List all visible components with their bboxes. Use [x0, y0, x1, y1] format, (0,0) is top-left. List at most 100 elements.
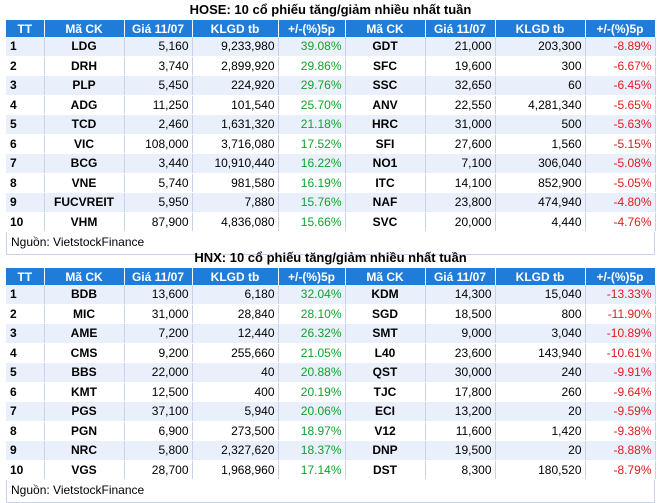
hose-cell-gainer-price: 5,740	[124, 173, 193, 193]
table-row: 6 KMT 12,500 400 20.19% TJC 17,800 260 -9.64%	[6, 382, 656, 402]
hose-cell-loser-change: -5.05%	[585, 173, 656, 193]
hnx-cell-loser-code: SMT	[345, 323, 426, 344]
hose-cell-loser-volume: 474,940	[495, 192, 586, 213]
hnx-cell-rank: 3	[6, 323, 45, 344]
table-row: 5 BBS 22,000 40 20.88% QST 30,000 240 -9.91%	[6, 362, 656, 383]
hnx-header-loser-change: +/-(%)5p	[585, 268, 656, 285]
hnx-cell-loser-code: DST	[345, 460, 426, 480]
hose-cell-rank: 2	[6, 56, 45, 76]
hose-cell-rank: 8	[6, 173, 45, 193]
hose-cell-loser-price: 27,600	[425, 134, 496, 154]
hose-cell-gainer-volume: 4,836,080	[192, 212, 279, 232]
hnx-cell-gainer-volume: 6,180	[192, 285, 279, 305]
hose-cell-loser-change: -5.65%	[585, 95, 656, 115]
hnx-cell-loser-price: 30,000	[425, 362, 496, 383]
hnx-section: HNX: 10 cổ phiếu tăng/giảm nhiều nhất tu…	[6, 248, 656, 503]
hose-cell-loser-change: -5.63%	[585, 114, 656, 135]
table-row: 4 ADG 11,250 101,540 25.70% ANV 22,550 4,281,34…	[6, 95, 656, 115]
hnx-cell-loser-code: KDM	[345, 285, 426, 305]
hnx-cell-loser-code: QST	[345, 362, 426, 383]
hose-cell-gainer-price: 3,440	[124, 153, 193, 174]
hnx-cell-gainer-volume: 40	[192, 362, 279, 383]
hnx-cell-loser-price: 8,300	[425, 460, 496, 480]
hnx-cell-gainer-code: AME	[44, 323, 125, 344]
hose-title: HOSE: 10 cổ phiếu tăng/giảm nhiều nhất t…	[189, 2, 472, 17]
hnx-cell-gainer-change: 20.06%	[278, 401, 346, 422]
hnx-cell-gainer-price: 9,200	[124, 343, 193, 363]
hose-cell-loser-code: NAF	[345, 192, 426, 213]
hose-cell-loser-code: SFI	[345, 134, 426, 154]
hnx-cell-gainer-code: CMS	[44, 343, 125, 363]
hose-cell-rank: 9	[6, 192, 45, 213]
hnx-cell-gainer-code: BBS	[44, 362, 125, 383]
hose-cell-gainer-price: 3,740	[124, 56, 193, 76]
hnx-cell-gainer-code: BDB	[44, 285, 125, 305]
hose-cell-gainer-code: LDG	[44, 37, 125, 57]
hose-header-gainer-volume: KLGD tb	[192, 20, 279, 37]
hnx-cell-loser-change: -9.59%	[585, 401, 656, 422]
hose-cell-loser-volume: 300	[495, 56, 586, 76]
hose-source-note: Nguồn: VietstockFinance	[6, 232, 655, 255]
hose-cell-gainer-volume: 3,716,080	[192, 134, 279, 154]
hnx-cell-loser-price: 19,500	[425, 440, 496, 461]
hose-cell-gainer-change: 29.76%	[278, 75, 346, 96]
hnx-cell-gainer-change: 18.97%	[278, 421, 346, 441]
hnx-cell-gainer-volume: 1,968,960	[192, 460, 279, 480]
table-row: 10 VGS 28,700 1,968,960 17.14% DST 8,300 180,52…	[6, 460, 656, 480]
hose-cell-rank: 7	[6, 153, 45, 174]
hose-cell-loser-change: -5.08%	[585, 153, 656, 174]
hose-cell-gainer-code: ADG	[44, 95, 125, 115]
hose-cell-loser-change: -8.89%	[585, 37, 656, 57]
hose-cell-loser-price: 22,550	[425, 95, 496, 115]
hnx-cell-loser-change: -10.89%	[585, 323, 656, 344]
hnx-cell-gainer-price: 6,900	[124, 421, 193, 441]
hose-header-loser-volume: KLGD tb	[495, 20, 586, 37]
hose-cell-gainer-price: 108,000	[124, 134, 193, 154]
hose-cell-gainer-code: DRH	[44, 56, 125, 76]
hose-cell-gainer-change: 25.70%	[278, 95, 346, 115]
hnx-title: HNX: 10 cổ phiếu tăng/giảm nhiều nhất tu…	[194, 250, 467, 265]
hnx-cell-gainer-price: 7,200	[124, 323, 193, 344]
hnx-cell-gainer-code: KMT	[44, 382, 125, 402]
hose-cell-loser-change: -5.15%	[585, 134, 656, 154]
hose-cell-loser-volume: 60	[495, 75, 586, 96]
hose-cell-loser-code: SFC	[345, 56, 426, 76]
hnx-cell-gainer-code: NRC	[44, 440, 125, 461]
hose-cell-loser-change: -6.45%	[585, 75, 656, 96]
hose-cell-gainer-volume: 2,899,920	[192, 56, 279, 76]
hnx-header-gainer-volume: KLGD tb	[192, 268, 279, 285]
hose-table: TT Mã CK Giá 11/07 KLGD tb +/-(%)5p Mã CK Giá …	[6, 20, 656, 232]
hnx-cell-gainer-change: 28.10%	[278, 304, 346, 324]
hose-cell-loser-code: GDT	[345, 37, 426, 57]
hnx-cell-gainer-price: 37,100	[124, 401, 193, 422]
hose-cell-rank: 5	[6, 114, 45, 135]
hnx-cell-rank: 6	[6, 382, 45, 402]
hnx-header-gainer-price: Giá 11/07	[124, 268, 193, 285]
hose-header-rank: TT	[6, 20, 45, 37]
hose-cell-loser-change: -4.76%	[585, 212, 656, 232]
hose-cell-gainer-code: FUCVREIT	[44, 192, 125, 213]
hose-cell-loser-code: ANV	[345, 95, 426, 115]
hnx-cell-gainer-price: 31,000	[124, 304, 193, 324]
hose-cell-gainer-change: 16.19%	[278, 173, 346, 193]
hnx-cell-loser-volume: 240	[495, 362, 586, 383]
hose-cell-gainer-code: VHM	[44, 212, 125, 232]
hnx-cell-loser-price: 13,200	[425, 401, 496, 422]
hose-header-loser-change: +/-(%)5p	[585, 20, 656, 37]
hnx-cell-rank: 7	[6, 401, 45, 422]
hose-cell-gainer-volume: 224,920	[192, 75, 279, 96]
hnx-cell-loser-volume: 180,520	[495, 460, 586, 480]
hnx-cell-loser-change: -9.64%	[585, 382, 656, 402]
hnx-cell-gainer-volume: 5,940	[192, 401, 279, 422]
hose-cell-rank: 1	[6, 37, 45, 57]
hnx-cell-rank: 5	[6, 362, 45, 383]
hnx-header-gainer-code: Mã CK	[44, 268, 125, 285]
hose-cell-gainer-code: VNE	[44, 173, 125, 193]
table-row: 4 CMS 9,200 255,660 21.05% L40 23,600 143,940 -1…	[6, 343, 656, 363]
hose-cell-loser-price: 31,000	[425, 114, 496, 135]
hnx-cell-gainer-volume: 273,500	[192, 421, 279, 441]
hose-cell-gainer-change: 17.52%	[278, 134, 346, 154]
hnx-cell-gainer-code: PGS	[44, 401, 125, 422]
hose-cell-gainer-volume: 1,631,320	[192, 114, 279, 135]
hnx-cell-gainer-change: 17.14%	[278, 460, 346, 480]
